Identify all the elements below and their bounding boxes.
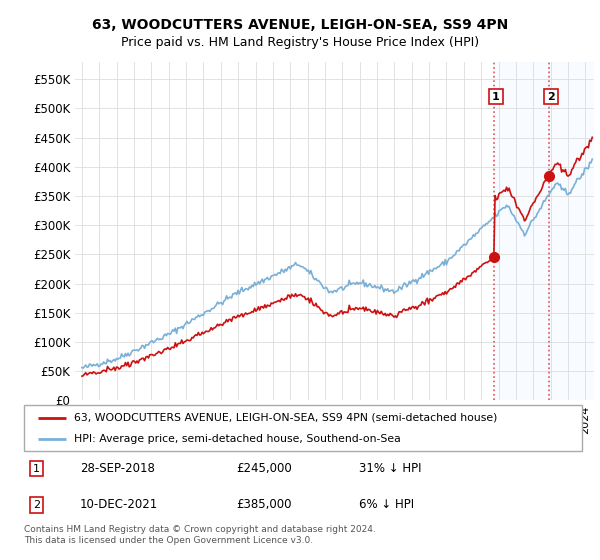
Text: Contains HM Land Registry data © Crown copyright and database right 2024.
This d: Contains HM Land Registry data © Crown c… xyxy=(24,525,376,545)
Text: 2: 2 xyxy=(547,92,555,102)
Text: 28-SEP-2018: 28-SEP-2018 xyxy=(80,462,155,475)
Text: 6% ↓ HPI: 6% ↓ HPI xyxy=(359,498,414,511)
Text: 1: 1 xyxy=(492,92,500,102)
Bar xyxy=(494,62,549,400)
Text: Price paid vs. HM Land Registry's House Price Index (HPI): Price paid vs. HM Land Registry's House … xyxy=(121,36,479,49)
Text: HPI: Average price, semi-detached house, Southend-on-Sea: HPI: Average price, semi-detached house,… xyxy=(74,434,401,444)
Text: 63, WOODCUTTERS AVENUE, LEIGH-ON-SEA, SS9 4PN: 63, WOODCUTTERS AVENUE, LEIGH-ON-SEA, SS… xyxy=(92,18,508,32)
Text: £385,000: £385,000 xyxy=(236,498,292,511)
Text: 31% ↓ HPI: 31% ↓ HPI xyxy=(359,462,421,475)
Bar xyxy=(549,62,594,400)
Text: £245,000: £245,000 xyxy=(236,462,292,475)
FancyBboxPatch shape xyxy=(24,405,582,451)
Text: 2: 2 xyxy=(33,500,40,510)
Text: 63, WOODCUTTERS AVENUE, LEIGH-ON-SEA, SS9 4PN (semi-detached house): 63, WOODCUTTERS AVENUE, LEIGH-ON-SEA, SS… xyxy=(74,413,497,423)
Text: 1: 1 xyxy=(33,464,40,474)
Text: 10-DEC-2021: 10-DEC-2021 xyxy=(80,498,158,511)
